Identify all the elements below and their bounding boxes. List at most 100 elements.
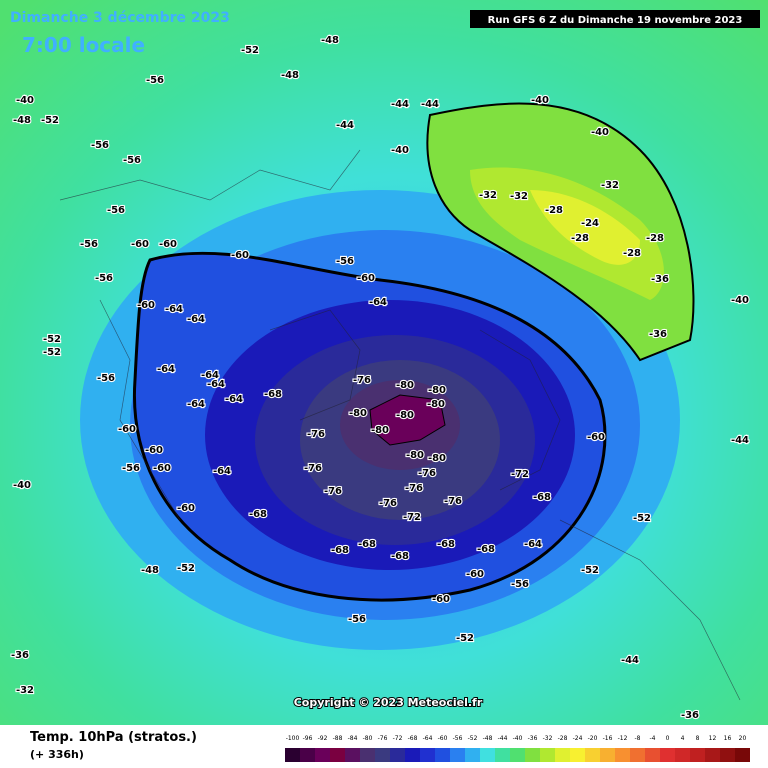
legend-swatch bbox=[510, 748, 525, 762]
legend-label: -24 bbox=[573, 735, 583, 742]
contour-label: -64 bbox=[201, 370, 219, 381]
contour-label: -80 bbox=[396, 410, 414, 421]
legend-swatch bbox=[360, 748, 375, 762]
contour-label: -24 bbox=[581, 218, 599, 229]
contour-label: -52 bbox=[456, 633, 474, 644]
contour-label: -40 bbox=[13, 480, 31, 491]
contour-label: -60 bbox=[137, 300, 155, 311]
contour-label: -28 bbox=[623, 248, 641, 259]
contour-label: -76 bbox=[307, 429, 325, 440]
contour-label: -68 bbox=[533, 492, 551, 503]
legend-label: -56 bbox=[453, 735, 463, 742]
contour-label: -56 bbox=[97, 373, 115, 384]
contour-label: -60 bbox=[159, 239, 177, 250]
contour-label: -56 bbox=[122, 463, 140, 474]
legend-label: -40 bbox=[513, 735, 523, 742]
contour-label: -36 bbox=[681, 710, 699, 721]
contour-label: -64 bbox=[225, 394, 243, 405]
legend-label: -12 bbox=[618, 735, 628, 742]
legend-label: -76 bbox=[378, 735, 388, 742]
contour-label: -60 bbox=[357, 273, 375, 284]
contour-label: -76 bbox=[418, 468, 436, 479]
legend-swatch bbox=[480, 748, 495, 762]
legend-swatch bbox=[660, 748, 675, 762]
run-info: Run GFS 6 Z du Dimanche 19 novembre 2023 bbox=[488, 15, 743, 26]
contour-label: -36 bbox=[649, 329, 667, 340]
legend-label: 0 bbox=[666, 735, 670, 742]
contour-label: -80 bbox=[428, 453, 446, 464]
legend-label: 4 bbox=[681, 735, 685, 742]
contour-label: -64 bbox=[213, 466, 231, 477]
run-box bbox=[470, 10, 760, 28]
legend-swatch bbox=[705, 748, 720, 762]
contour-label: -68 bbox=[331, 545, 349, 556]
contour-label: -68 bbox=[358, 539, 376, 550]
legend-label: -60 bbox=[438, 735, 448, 742]
contour-label: -56 bbox=[336, 256, 354, 267]
contour-label: -60 bbox=[432, 594, 450, 605]
contour-label: -68 bbox=[391, 551, 409, 562]
contour-label: -56 bbox=[80, 239, 98, 250]
contour-label: -52 bbox=[241, 45, 259, 56]
contour-label: -32 bbox=[16, 685, 34, 696]
legend-swatch bbox=[390, 748, 405, 762]
legend-swatch bbox=[645, 748, 660, 762]
contour-label: -40 bbox=[391, 145, 409, 156]
legend-label: -52 bbox=[468, 735, 478, 742]
contour-label: -72 bbox=[403, 512, 421, 523]
legend-swatch bbox=[585, 748, 600, 762]
contour-label: -64 bbox=[187, 314, 205, 325]
contour-label: -76 bbox=[324, 486, 342, 497]
contour-label: -60 bbox=[153, 463, 171, 474]
contour-label: -32 bbox=[510, 191, 528, 202]
contour-label: -64 bbox=[157, 364, 175, 375]
contour-label: -56 bbox=[146, 75, 164, 86]
contour-label: -44 bbox=[336, 120, 354, 131]
contour-label: -68 bbox=[477, 544, 495, 555]
contour-label: -80 bbox=[349, 408, 367, 419]
legend-swatch bbox=[450, 748, 465, 762]
legend-swatch bbox=[525, 748, 540, 762]
contour-label: -60 bbox=[131, 239, 149, 250]
legend-swatch bbox=[495, 748, 510, 762]
contour-label: -40 bbox=[531, 95, 549, 106]
local-time: 7:00 locale bbox=[22, 33, 145, 57]
contour-label: -40 bbox=[16, 95, 34, 106]
legend-label: -64 bbox=[423, 735, 433, 742]
contour-label: -56 bbox=[348, 614, 366, 625]
contour-label: -60 bbox=[231, 250, 249, 261]
contour-label: -64 bbox=[369, 297, 387, 308]
legend-label: -96 bbox=[303, 735, 313, 742]
legend-swatch bbox=[615, 748, 630, 762]
contour-label: -80 bbox=[406, 450, 424, 461]
contour-label: -48 bbox=[321, 35, 339, 46]
legend-swatch bbox=[600, 748, 615, 762]
contour-label: -76 bbox=[353, 375, 371, 386]
legend-label: -88 bbox=[333, 735, 343, 742]
contour-label: -56 bbox=[91, 140, 109, 151]
contour-label: -64 bbox=[207, 379, 225, 390]
legend-label: -32 bbox=[543, 735, 553, 742]
legend-swatch bbox=[555, 748, 570, 762]
contour-label: -76 bbox=[405, 483, 423, 494]
legend-label: -16 bbox=[603, 735, 613, 742]
contour-label: -72 bbox=[511, 469, 529, 480]
region bbox=[530, 190, 640, 265]
legend-label: -28 bbox=[558, 735, 568, 742]
legend-swatch bbox=[675, 748, 690, 762]
contour-label: -68 bbox=[249, 509, 267, 520]
legend-label: -48 bbox=[483, 735, 493, 742]
contour-label: -52 bbox=[633, 513, 651, 524]
contour-label: -64 bbox=[165, 304, 183, 315]
contour-label: -48 bbox=[141, 565, 159, 576]
contour-label: -56 bbox=[95, 273, 113, 284]
contour-label: -60 bbox=[118, 424, 136, 435]
contour-label: -60 bbox=[145, 445, 163, 456]
contour-label: -48 bbox=[13, 115, 31, 126]
contour-labels: -80 -80-80-80-80-80-80 -80-76-76-76-76-76-… bbox=[10, 34, 750, 722]
contour-label: -76 bbox=[444, 496, 462, 507]
contour-label: -44 bbox=[421, 99, 439, 110]
contour-label: -52 bbox=[43, 334, 61, 345]
